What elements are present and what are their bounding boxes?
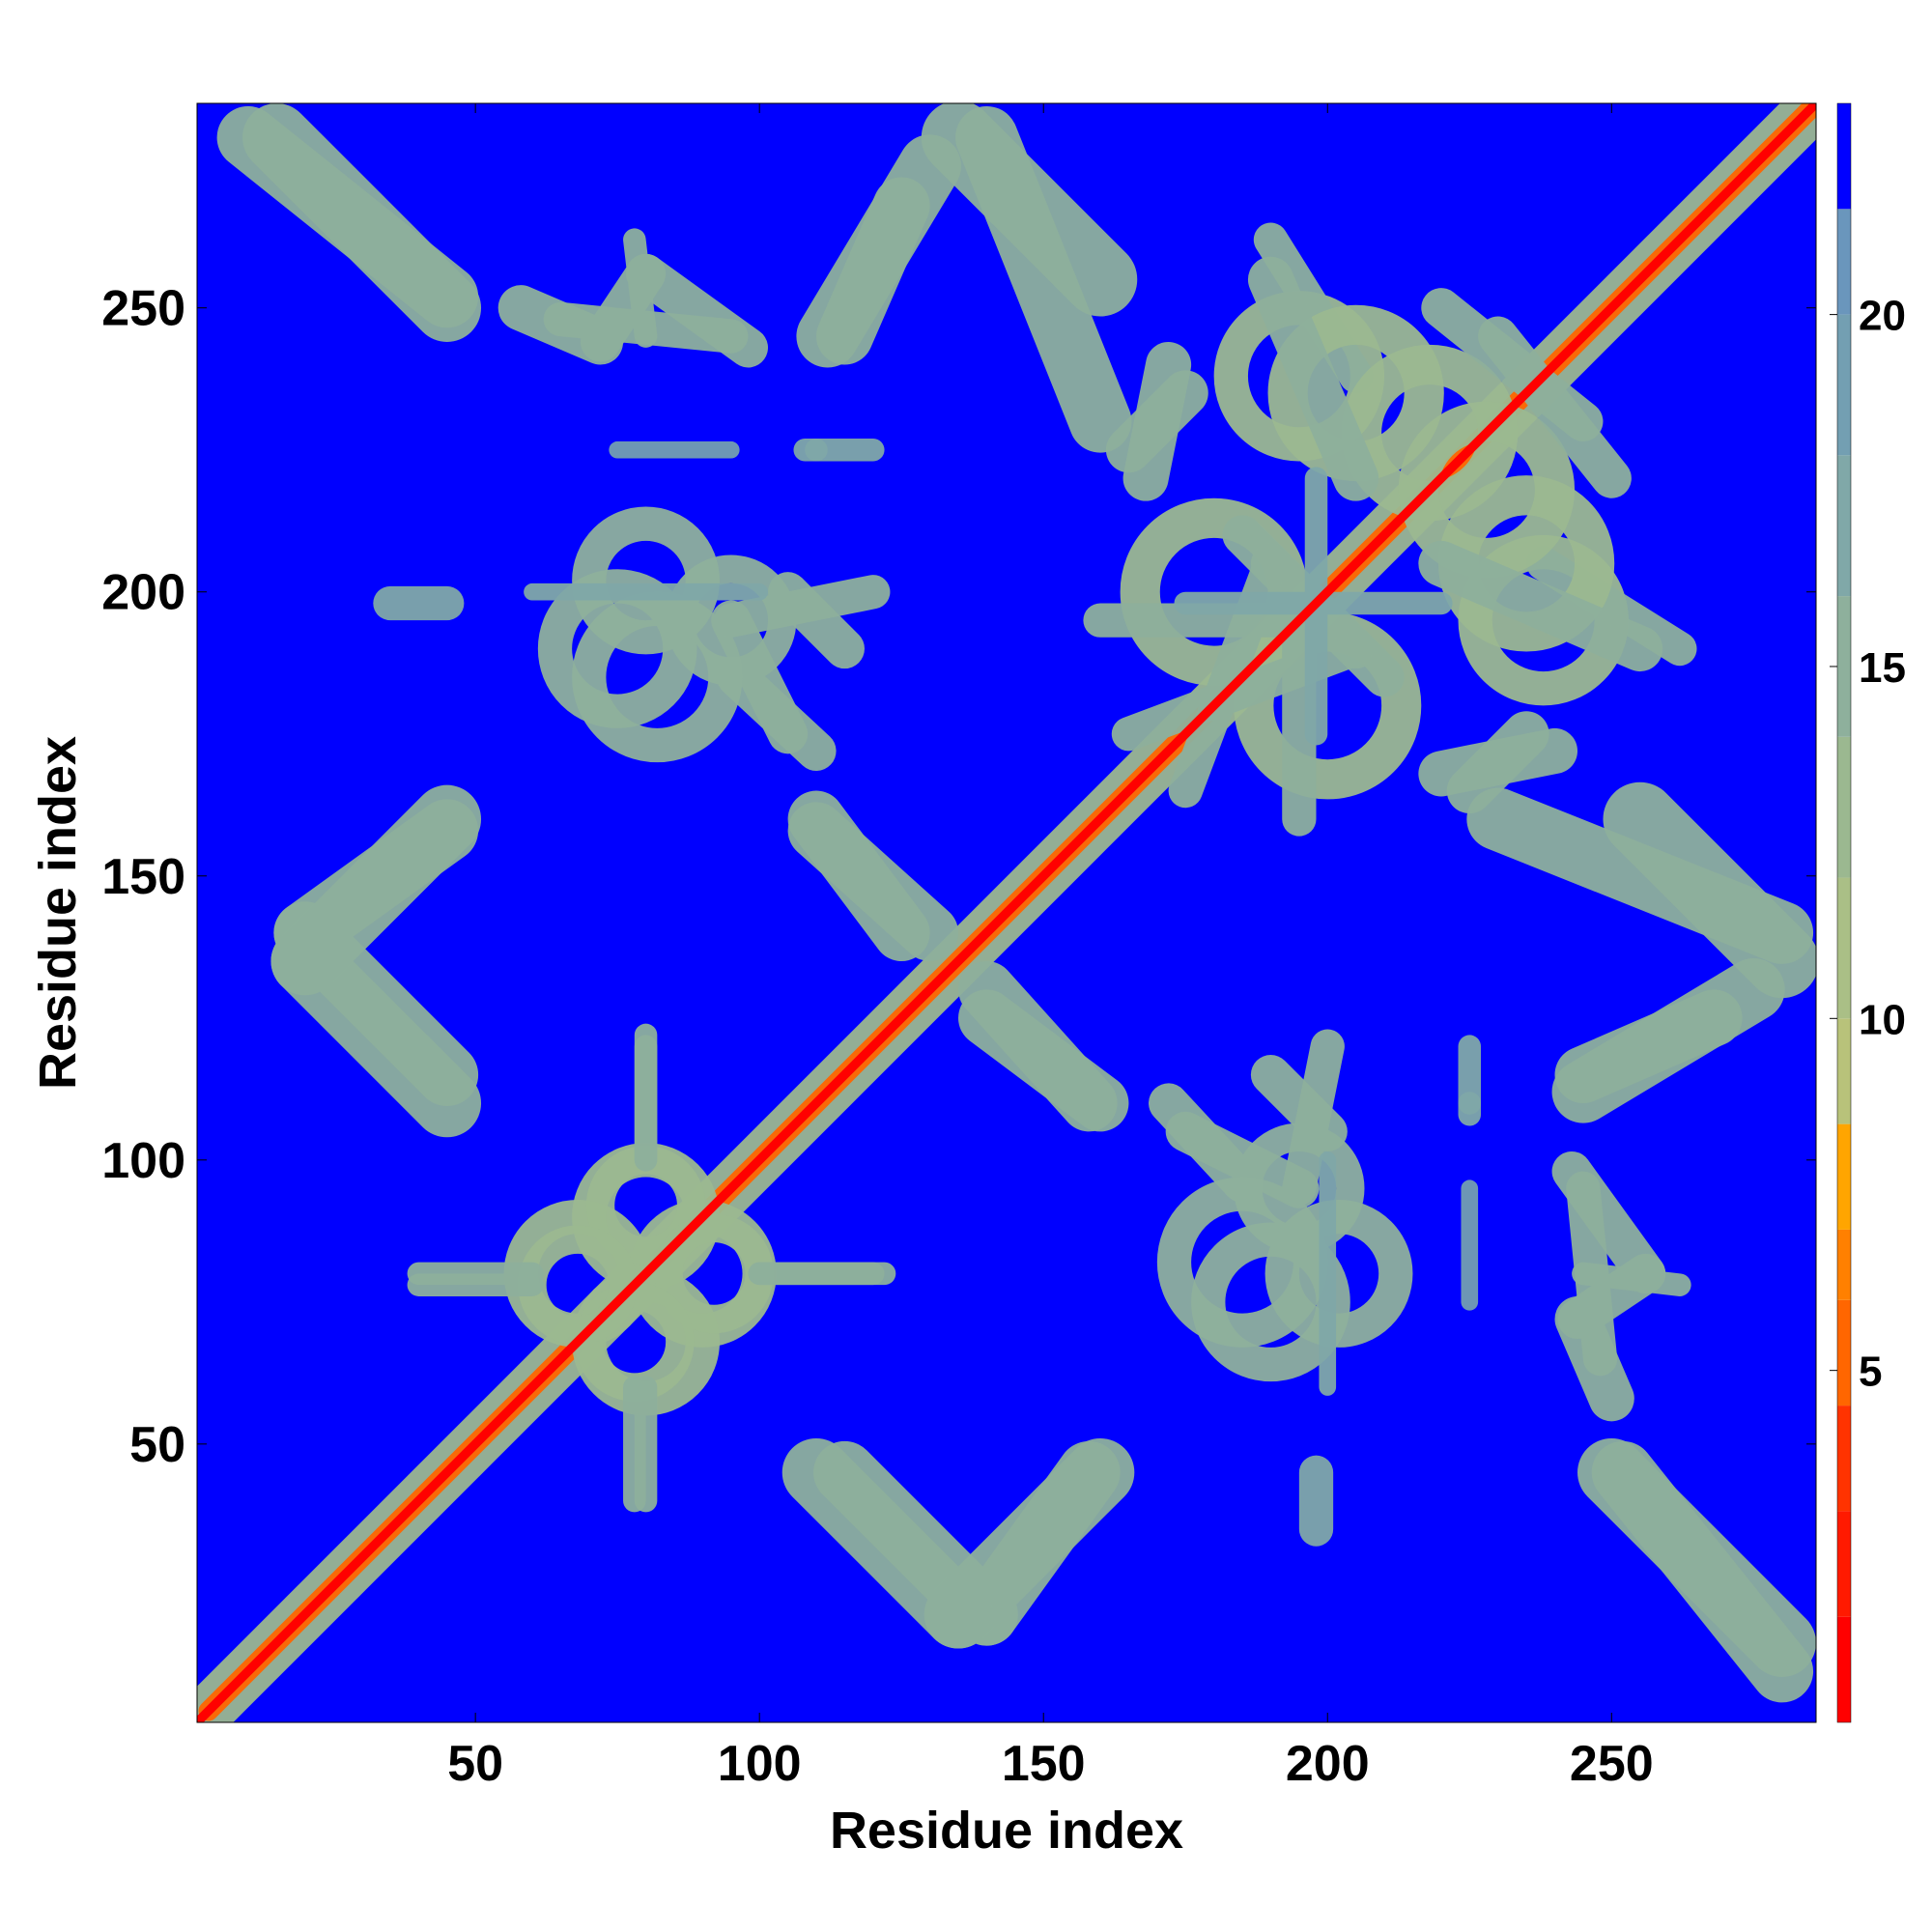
y-axis: 50 100 150 200 250 bbox=[101, 281, 1816, 1473]
colorbar-level bbox=[1837, 1018, 1851, 1124]
contact-region bbox=[1554, 989, 1743, 1104]
y-tick-label: 150 bbox=[101, 849, 185, 905]
colorbar: 5 10 15 20 bbox=[1830, 102, 1906, 1723]
colorbar-level bbox=[1837, 1123, 1851, 1230]
heatmap-cells bbox=[197, 103, 1816, 1722]
contact-region bbox=[711, 600, 809, 754]
x-axis: 50 100 150 200 250 bbox=[447, 103, 1654, 1792]
colorbar-level bbox=[1837, 314, 1851, 456]
contact-region bbox=[958, 989, 1129, 1132]
contact-region bbox=[923, 1437, 1135, 1649]
x-tick-label: 150 bbox=[1002, 1736, 1086, 1792]
colorbar-tick-label: 15 bbox=[1859, 644, 1906, 692]
colorbar-level bbox=[1837, 1299, 1851, 1406]
diagonal-line bbox=[197, 103, 1816, 1722]
contact-ring bbox=[1264, 1199, 1413, 1348]
colorbar-level bbox=[1837, 1406, 1851, 1512]
x-tick-label: 200 bbox=[1286, 1736, 1370, 1792]
colorbar-frame bbox=[1836, 102, 1852, 1723]
y-axis-title: Residue index bbox=[29, 736, 87, 1090]
colorbar-level bbox=[1837, 1616, 1851, 1722]
contact-region bbox=[1577, 1437, 1816, 1677]
contact-region bbox=[1418, 540, 1663, 672]
contact-region bbox=[1165, 1111, 1320, 1208]
colorbar-tick-label: 20 bbox=[1859, 293, 1906, 340]
contact-region bbox=[623, 228, 658, 348]
contact-region bbox=[270, 784, 482, 996]
contact-region bbox=[815, 177, 930, 365]
x-tick-label: 50 bbox=[447, 1736, 503, 1792]
contact-region bbox=[242, 103, 482, 342]
contact-region bbox=[1247, 256, 1379, 501]
colorbar-level bbox=[1837, 209, 1851, 315]
colorbar-tick-label: 10 bbox=[1859, 996, 1906, 1043]
colorbar-level bbox=[1837, 736, 1851, 878]
plot-area bbox=[196, 102, 1817, 1723]
colorbar-level bbox=[1837, 455, 1851, 597]
colorbar-level bbox=[1837, 877, 1851, 1019]
y-tick-label: 200 bbox=[101, 565, 185, 621]
contact-region bbox=[714, 575, 891, 638]
plot-frame bbox=[196, 102, 1817, 1723]
y-tick-label: 100 bbox=[101, 1133, 185, 1189]
contact-ring bbox=[572, 591, 743, 763]
contact-ring bbox=[1156, 1177, 1328, 1348]
contact-region bbox=[955, 105, 1132, 453]
colorbar-level bbox=[1837, 1511, 1851, 1617]
x-tick-label: 100 bbox=[718, 1736, 802, 1792]
colorbar-level bbox=[1837, 1229, 1851, 1300]
contact-region bbox=[787, 790, 930, 961]
contact-region bbox=[1122, 341, 1192, 501]
contact-region bbox=[1282, 1029, 1345, 1206]
colorbar-level bbox=[1837, 596, 1851, 737]
x-axis-title: Residue index bbox=[830, 1802, 1183, 1860]
contact-region bbox=[1572, 1262, 1691, 1296]
contact-region bbox=[1421, 288, 1604, 441]
x-tick-label: 250 bbox=[1570, 1736, 1654, 1792]
y-tick-label: 50 bbox=[129, 1417, 185, 1473]
colorbar-tick-label: 5 bbox=[1859, 1349, 1882, 1396]
colorbar-level bbox=[1837, 103, 1851, 210]
contact-region bbox=[1466, 787, 1814, 964]
y-tick-label: 250 bbox=[101, 281, 185, 337]
contact-ring bbox=[572, 506, 721, 655]
contact-region bbox=[1418, 727, 1578, 797]
